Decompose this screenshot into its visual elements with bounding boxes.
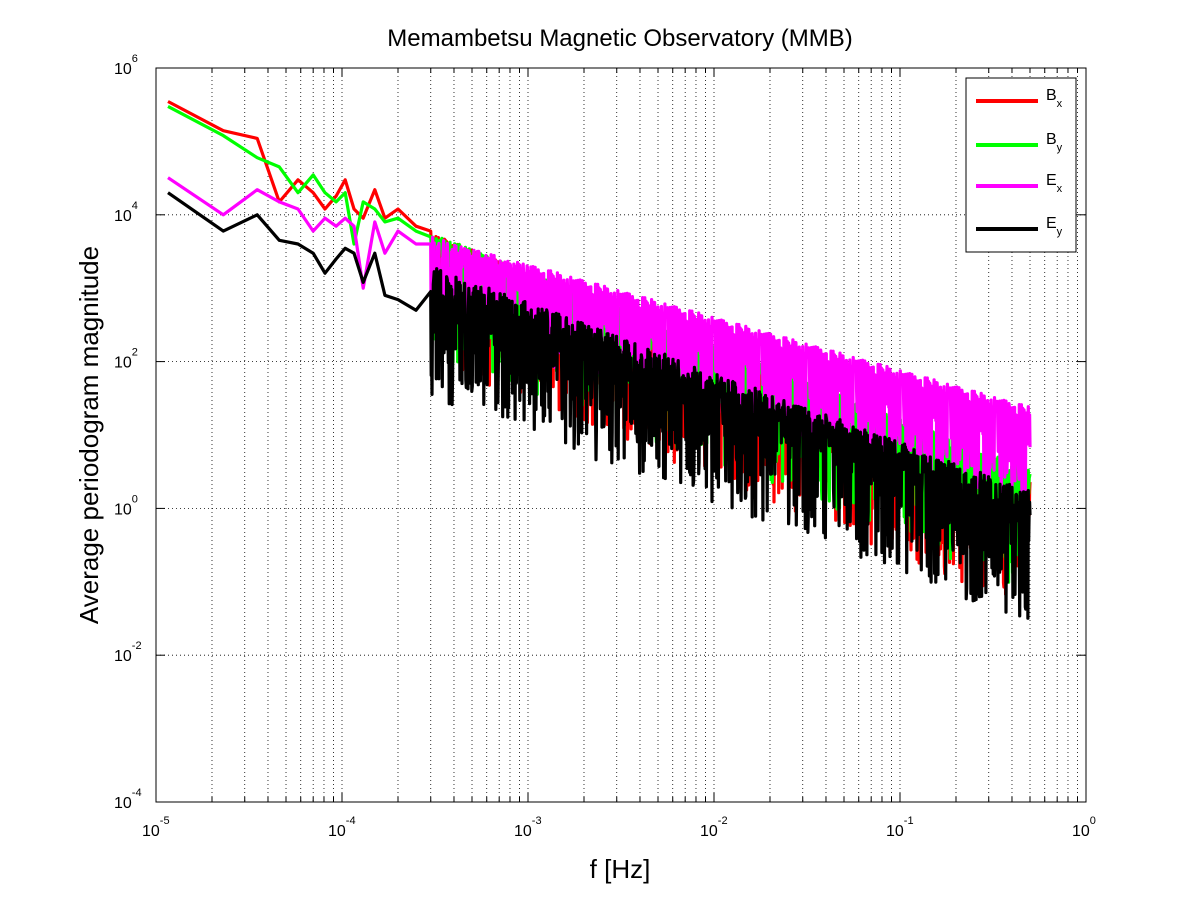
y-tick-label: 102 (114, 347, 138, 372)
y-axis-label: Average periodogram magnitude (74, 246, 104, 624)
x-tick-label: 10-5 (142, 815, 170, 840)
legend-label-ey: Ey (1046, 215, 1063, 238)
legend-entry-by: By (976, 131, 1063, 154)
y-tick-label: 10-2 (114, 640, 142, 665)
y-tick-label: 104 (114, 200, 138, 225)
x-axis-label: f [Hz] (590, 854, 651, 884)
legend-label-ex: Ex (1046, 172, 1063, 195)
legend-entry-bx: Bx (976, 87, 1063, 110)
series-line-ey (167, 191, 1032, 620)
x-tick-label: 100 (1072, 815, 1096, 840)
x-tick-labels: 10-5 10-4 10-3 10-2 10-1 100 (142, 815, 1096, 840)
x-tick-label: 10-2 (700, 815, 728, 840)
legend-entry-ey: Ey (976, 215, 1063, 238)
series-lines (167, 100, 1032, 620)
legend-label-by: By (1046, 131, 1063, 154)
legend-box (965, 77, 1077, 253)
x-tick-label: 10-3 (514, 815, 542, 840)
legend-label-bx: Bx (1046, 87, 1063, 110)
y-tick-label: 10-4 (114, 787, 142, 812)
y-tick-label: 100 (114, 493, 138, 518)
legend-entry-ex: Ex (976, 172, 1063, 195)
legend: Bx By Ex Ey (965, 77, 1077, 253)
y-tick-label: 106 (114, 53, 138, 78)
x-tick-label: 10-4 (328, 815, 356, 840)
plot-area-frame (155, 67, 1087, 803)
chart-title: Memambetsu Magnetic Observatory (MMB) (387, 25, 852, 52)
axis-ticks (155, 67, 1087, 803)
y-tick-labels: 10-4 10-2 100 102 104 106 (114, 53, 142, 812)
x-tick-label: 10-1 (886, 815, 914, 840)
